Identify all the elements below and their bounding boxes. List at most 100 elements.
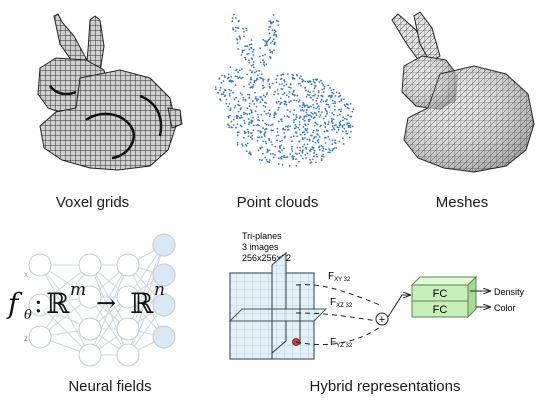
point: [271, 143, 273, 146]
point: [225, 102, 228, 105]
point: [325, 103, 328, 106]
point: [262, 63, 265, 66]
point: [278, 83, 281, 86]
point: [249, 81, 252, 84]
point: [308, 120, 310, 123]
point: [246, 53, 249, 56]
point: [333, 100, 336, 103]
point: [322, 91, 325, 94]
point: [334, 95, 337, 97]
nn-edge: [39, 264, 91, 338]
point: [349, 102, 352, 105]
point: [271, 40, 274, 43]
point: [245, 27, 248, 30]
point: [262, 127, 264, 130]
triplane-label-line2: 3 images: [242, 242, 279, 252]
point: [321, 88, 324, 91]
point: [256, 98, 258, 101]
nn-node: [28, 325, 52, 349]
point: [331, 96, 333, 98]
point: [232, 124, 235, 126]
point: [227, 115, 230, 118]
point: [265, 102, 267, 104]
point: [254, 97, 257, 100]
point: [268, 32, 271, 35]
nn-edge: [39, 264, 91, 330]
formula-codomain-exponent: n: [154, 280, 165, 300]
point: [243, 113, 245, 116]
point: [262, 78, 265, 81]
point: [257, 130, 259, 132]
point: [331, 112, 334, 114]
point: [273, 42, 276, 44]
point: [295, 131, 298, 134]
point: [238, 117, 241, 119]
point: [232, 27, 234, 29]
point: [259, 47, 262, 50]
point: [229, 114, 231, 117]
point: [242, 27, 244, 30]
point: [272, 14, 275, 16]
point: [271, 123, 274, 126]
point: [312, 94, 315, 97]
point: [228, 126, 231, 129]
point: [305, 111, 308, 114]
point: [288, 91, 291, 93]
point: [264, 131, 267, 134]
point: [316, 78, 319, 81]
point: [243, 122, 246, 125]
point: [317, 129, 319, 132]
point: [250, 76, 252, 79]
point: [283, 79, 286, 81]
point: [343, 104, 346, 106]
point: [339, 123, 342, 126]
point: [315, 122, 318, 125]
point: [260, 114, 263, 116]
projection-yz: [295, 326, 381, 345]
point: [277, 109, 279, 111]
point: [272, 152, 274, 155]
point: [298, 121, 301, 123]
point: [277, 20, 279, 23]
point: [277, 134, 280, 137]
point: [322, 84, 325, 86]
point: [250, 119, 253, 122]
point: [234, 105, 237, 107]
point: [235, 96, 238, 99]
point: [239, 124, 242, 127]
point: [233, 98, 236, 100]
neural-fields-panel: x z f θ : ℝ m → ℝ n: [0, 225, 230, 375]
point: [301, 150, 304, 153]
point: [309, 149, 311, 152]
point: [281, 164, 284, 166]
point: [345, 130, 347, 133]
point: [310, 115, 313, 118]
point: [338, 95, 340, 98]
point: [256, 136, 259, 139]
point: [245, 150, 248, 153]
point: [334, 102, 337, 105]
point: [286, 73, 289, 75]
point: [344, 105, 347, 107]
point: [250, 71, 253, 74]
point: [336, 126, 339, 129]
point: [265, 142, 268, 145]
point: [292, 91, 295, 93]
point: [275, 101, 278, 103]
point: [343, 127, 346, 130]
point: [268, 115, 271, 117]
point: [295, 73, 298, 76]
point: [247, 93, 249, 96]
point: [263, 110, 266, 113]
point: [317, 90, 320, 92]
point: [243, 49, 245, 52]
point: [297, 100, 300, 103]
point: [285, 103, 288, 106]
point: [275, 135, 278, 137]
point: [331, 139, 334, 142]
point: [277, 93, 279, 95]
triplane-label-line3: 256x256x32: [242, 253, 291, 263]
point: [280, 74, 283, 76]
point: [292, 121, 295, 124]
point: [244, 112, 247, 115]
